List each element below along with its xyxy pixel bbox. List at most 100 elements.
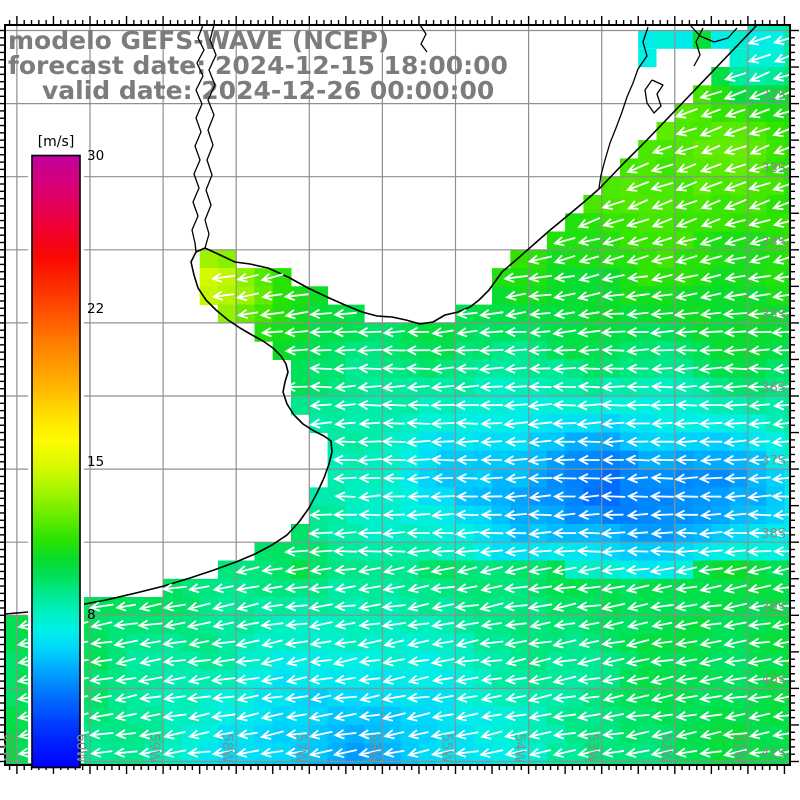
wave-direction-arrow [699,163,722,174]
sea-cell [291,359,310,379]
sea-cell [345,761,365,765]
colorbar-gradient-bar [31,154,81,769]
sea-cell [693,268,712,287]
wave-direction-arrow [602,363,624,374]
wave-direction-arrow [90,637,113,649]
wave-direction-arrow [748,126,771,137]
sea-cell [492,615,511,635]
wave-direction-arrow [407,656,429,667]
wave-direction-arrow [236,711,259,722]
wave-direction-arrow [602,236,625,247]
wave-direction-arrow [334,436,356,447]
wave-direction-arrow [724,491,746,502]
lagoon-cell [674,30,693,49]
wave-direction-arrow [235,674,260,685]
wave-direction-arrow [601,381,625,393]
wave-direction-arrow [333,528,357,539]
sea-cell [638,651,657,671]
wave-direction-arrow [382,509,405,520]
wave-direction-arrow [649,546,674,557]
wave-direction-arrow [162,747,187,758]
sea-cell [5,761,18,765]
wave-direction-arrow [430,656,455,667]
wave-direction-arrow [722,400,748,411]
wave-direction-arrow [430,546,454,557]
wave-direction-arrow [675,729,697,740]
wave-direction-arrow [724,236,747,247]
sea-cell [473,688,493,708]
wave-direction-arrow [431,327,454,338]
wave-direction-arrow [479,748,504,758]
lagoa-mirim-loop [644,79,664,114]
wave-direction-arrow [723,181,747,192]
wave-direction-arrow [552,491,576,502]
wave-direction-arrow [723,674,747,685]
sea-cell [272,578,292,598]
wave-direction-arrow [700,108,721,119]
wave-direction-arrow [577,217,601,229]
sea-cell [711,597,731,616]
wave-direction-arrow [113,619,138,630]
wave-direction-arrow [407,674,429,685]
sea-cell [565,322,584,342]
wave-direction-arrow [430,400,455,411]
wave-direction-arrow [113,747,138,758]
wave-direction-arrow [650,693,673,704]
sea-cell [345,304,365,324]
sea-cell [565,706,584,726]
wave-direction-arrow [358,619,381,630]
wave-direction-arrow [504,711,527,722]
wave-direction-arrow [235,291,260,302]
wave-direction-arrow [162,656,186,667]
sea-cell [656,140,676,159]
wave-direction-arrow [674,601,698,612]
wave-direction-arrow [430,565,455,576]
wave-direction-arrow [723,565,747,576]
wave-direction-arrow [382,418,405,429]
sea-cell [711,505,731,525]
sea-cell [638,469,657,488]
sea-cell [638,761,657,765]
wave-direction-arrow [576,436,601,447]
sea-cell [418,724,438,744]
sea-cell [729,195,749,214]
wave-direction-arrow [577,473,600,484]
wave-direction-arrow [552,381,577,392]
wave-direction-arrow [334,381,356,393]
sea-cell [711,761,731,765]
wave-direction-arrow [528,729,552,740]
wave-direction-arrow [138,601,162,612]
sea-cell [583,195,603,214]
sea-cell [272,322,292,342]
longitude-label: 59W [146,734,161,764]
sea-cell [492,542,511,561]
sea-cell [638,304,657,324]
wave-direction-arrow [480,729,503,740]
wave-direction-arrow [626,528,649,539]
sea-cell [492,724,511,744]
wave-direction-arrow [503,601,528,612]
wave-direction-arrow [90,747,113,758]
wave-direction-arrow [551,656,577,667]
wave-direction-arrow [162,638,187,649]
wave-direction-arrow [722,527,747,539]
rio-negro [419,24,428,53]
wave-direction-arrow [356,455,382,466]
wave-direction-arrow [381,619,406,630]
wave-direction-arrow [334,418,356,429]
lagoon-cell [729,30,748,49]
wave-direction-arrow [601,564,625,576]
sea-cell [565,724,584,744]
sea-cell [693,103,712,123]
wave-direction-arrow [748,711,771,722]
wave-direction-arrow [430,454,455,465]
sea-cell [711,706,731,726]
longitude-label: 58W [219,734,234,764]
sea-cell [163,761,182,765]
sea-cell [272,304,292,324]
sea-cell [199,597,219,616]
wave-direction-arrow [358,418,380,429]
wave-direction-arrow [673,546,699,557]
wave-direction-arrow [649,601,674,612]
sea-cell [236,761,255,765]
